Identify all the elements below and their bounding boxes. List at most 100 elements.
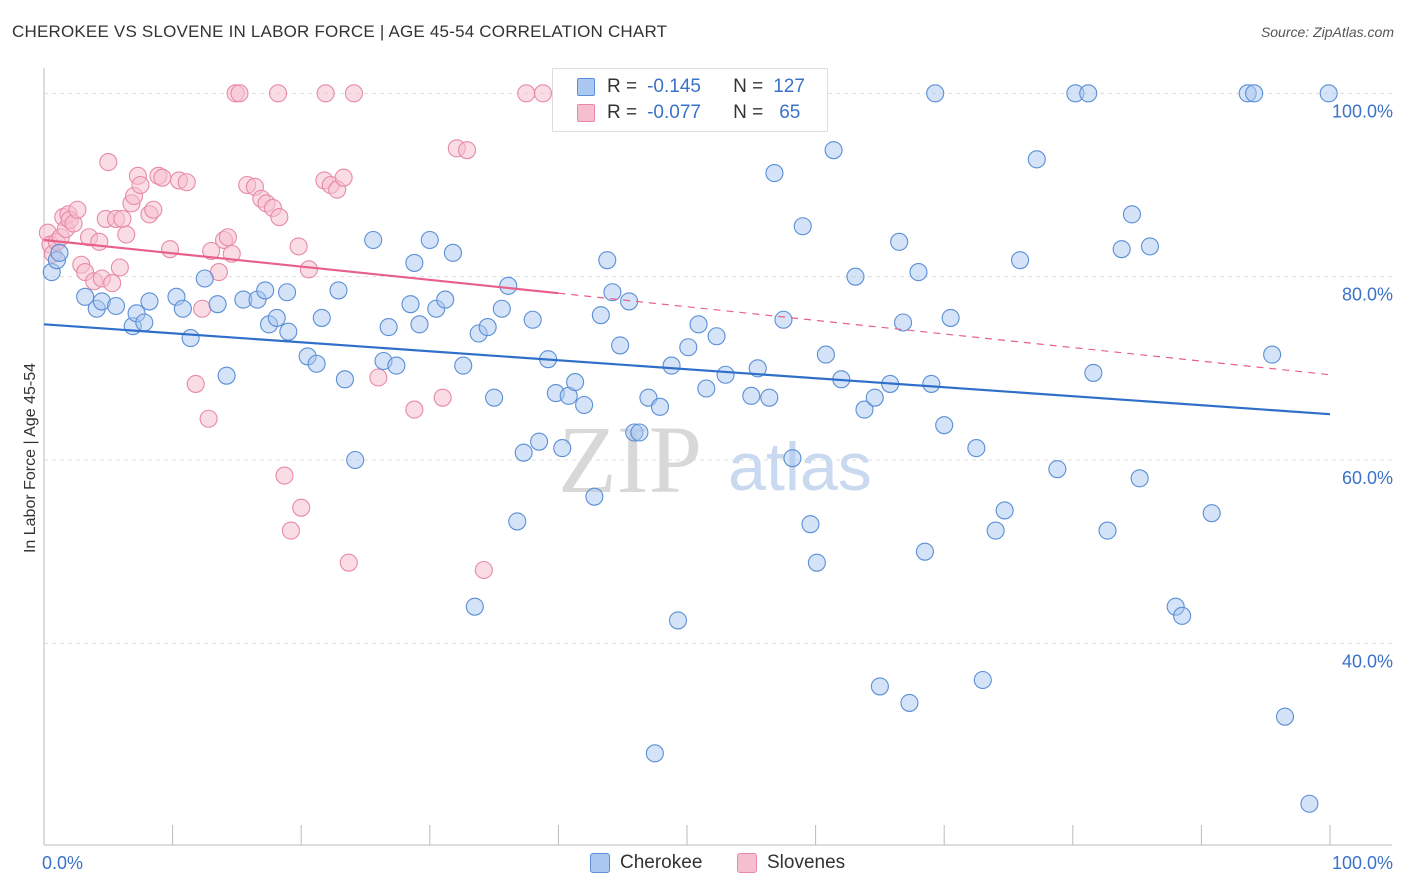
- y-tick-label: 80.0%: [1342, 285, 1393, 305]
- cherokee-point: [106, 296, 126, 316]
- cherokee-point: [530, 432, 549, 451]
- cherokee-point: [1130, 469, 1149, 488]
- cherokee-point: [870, 677, 889, 696]
- cherokee-point: [508, 512, 527, 531]
- legend-row-slovenes: R = -0.077 N = 65: [577, 101, 800, 125]
- cherokee-point: [410, 315, 429, 334]
- cherokee-point: [492, 299, 511, 318]
- cherokee-point: [1027, 150, 1046, 169]
- r-label: R =: [607, 102, 638, 123]
- slovenes-point: [533, 84, 553, 103]
- cherokee-point: [591, 306, 610, 325]
- slovenes-point: [369, 368, 388, 387]
- slovenes-point: [289, 237, 308, 256]
- cherokee-point: [707, 327, 726, 346]
- series-legend: Cherokee Slovenes: [0, 852, 1406, 876]
- y-tick-label: 100.0%: [1332, 101, 1393, 121]
- cherokee-point: [900, 693, 919, 712]
- cherokee-point: [783, 449, 802, 468]
- cherokee-point: [1319, 84, 1338, 103]
- cherokee-point: [401, 295, 420, 314]
- cherokee-point: [1275, 707, 1295, 726]
- cherokee-point: [50, 243, 69, 262]
- cherokee-point: [935, 416, 954, 435]
- cherokee-point: [941, 308, 960, 327]
- legend-item-slovenes[interactable]: Slovenes: [737, 852, 845, 874]
- cherokee-point: [379, 318, 398, 337]
- cherokee-point: [816, 345, 835, 364]
- cherokee-point: [774, 310, 793, 329]
- cherokee-point: [256, 281, 275, 300]
- cherokee-point: [645, 744, 664, 763]
- slovenes-n-value: 65: [779, 102, 801, 123]
- slovenes-point: [218, 228, 237, 247]
- cherokee-point: [650, 397, 670, 416]
- cherokee-point: [566, 373, 585, 392]
- r-label: R =: [607, 76, 638, 97]
- slovenes-point: [458, 141, 477, 160]
- cherokee-point: [436, 290, 455, 309]
- slovenes-legend-swatch: [737, 853, 757, 873]
- legend-item-cherokee[interactable]: Cherokee: [590, 852, 702, 874]
- cherokee-point: [986, 521, 1005, 540]
- slovenes-point: [344, 84, 363, 103]
- cherokee-point: [1011, 251, 1030, 270]
- cherokee-point: [514, 443, 533, 462]
- cherokee-point: [1084, 363, 1103, 382]
- cherokee-legend-label: Cherokee: [620, 852, 703, 873]
- cherokee-point: [742, 386, 761, 405]
- slovenes-point: [433, 388, 452, 407]
- cherokee-point: [748, 359, 767, 378]
- cherokee-point: [603, 283, 622, 302]
- cherokee-point: [585, 487, 604, 506]
- slovenes-point: [68, 200, 87, 219]
- cherokee-trend-line: [43, 323, 1331, 416]
- slovenes-point: [113, 209, 132, 228]
- cherokee-point: [485, 388, 504, 407]
- chart-title: CHEROKEE VS SLOVENE IN LABOR FORCE | AGE…: [12, 22, 668, 41]
- cherokee-point: [173, 299, 192, 318]
- cherokee-r-value: -0.145: [647, 76, 701, 97]
- trend-lines: [43, 238, 1331, 416]
- cherokee-point: [801, 515, 820, 534]
- cherokee-points: [42, 84, 1338, 813]
- slovenes-point: [177, 173, 196, 192]
- cherokee-point: [195, 269, 214, 288]
- slovenes-point: [316, 84, 335, 103]
- n-label: N =: [733, 76, 764, 97]
- cherokee-point: [478, 318, 497, 337]
- y-tick-label: 40.0%: [1342, 651, 1393, 671]
- cherokee-point: [312, 308, 331, 327]
- slovenes-point: [131, 175, 150, 195]
- cherokee-point: [679, 338, 698, 357]
- cherokee-point: [668, 611, 688, 630]
- cherokee-point: [807, 553, 826, 572]
- legend-row-cherokee: R = -0.145 N = 127: [577, 75, 805, 99]
- cherokee-point: [465, 597, 484, 616]
- cherokee-point: [335, 370, 354, 389]
- cherokee-point: [575, 395, 594, 415]
- cherokee-point: [630, 423, 649, 442]
- slovenes-point: [230, 84, 249, 103]
- slovenes-point: [334, 168, 353, 187]
- slovenes-point: [90, 232, 109, 251]
- slovenes-point: [193, 299, 212, 318]
- cherokee-point: [846, 267, 865, 286]
- cherokee-point: [1140, 237, 1160, 256]
- slovenes-trend-line: [43, 238, 559, 295]
- cherokee-point: [208, 295, 227, 314]
- cherokee-point: [278, 283, 297, 302]
- x-tick-label: 100.0%: [1332, 853, 1393, 873]
- slovenes-point: [153, 168, 172, 187]
- cherokee-point: [967, 439, 986, 458]
- cherokee-point: [387, 356, 406, 375]
- cherokee-point: [793, 217, 812, 236]
- cherokee-point: [279, 322, 298, 341]
- cherokee-point: [420, 230, 439, 250]
- slovenes-point: [199, 409, 218, 428]
- cherokee-point: [890, 232, 909, 251]
- cherokee-point: [454, 356, 473, 375]
- slovenes-point: [269, 84, 288, 103]
- slovenes-swatch: [577, 104, 595, 122]
- cherokee-point: [1112, 240, 1131, 259]
